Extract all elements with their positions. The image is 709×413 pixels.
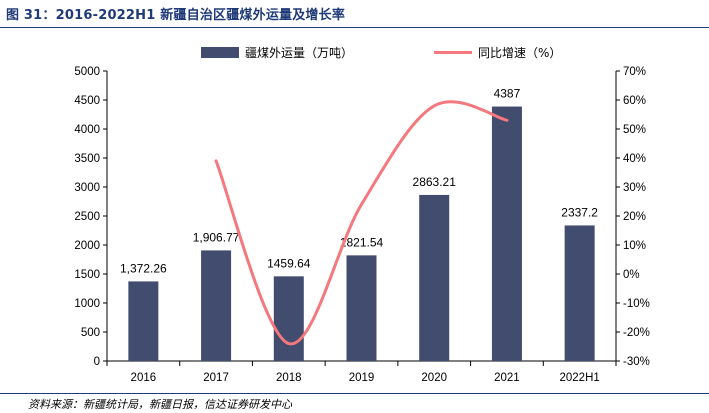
y-tick-label-right: 30% [623, 182, 646, 194]
bar-data-label: 1821.54 [340, 235, 384, 249]
y-tick-label-right: 60% [623, 95, 646, 107]
bar-data-label: 2337.2 [561, 205, 598, 219]
y-tick-label-right: 10% [623, 240, 646, 252]
y-tick-label-right: 20% [623, 211, 646, 223]
y-tick-label-right: -30% [623, 356, 650, 368]
x-tick-label: 2019 [349, 372, 375, 384]
x-tick-label: 2017 [203, 372, 229, 384]
bar-data-label: 1,906.77 [193, 230, 240, 244]
y-tick-label-left: 1500 [74, 269, 100, 281]
y-tick-label-right: 0% [623, 269, 640, 281]
title-rule [0, 27, 709, 28]
y-tick-label-left: 3500 [74, 153, 100, 165]
legend-label-bar: 疆煤外运量（万吨） [245, 46, 353, 60]
bar [273, 276, 304, 361]
growth-line [214, 100, 509, 346]
y-tick-label-left: 1000 [74, 298, 100, 310]
bar-data-label: 2863.21 [413, 175, 457, 189]
bar [419, 194, 450, 361]
y-tick-label-right: -10% [623, 298, 650, 310]
legend-label-line: 同比增速（%） [478, 46, 561, 60]
bar [128, 281, 159, 361]
y-tick-label-left: 2000 [74, 240, 100, 252]
y-tick-label-left: 5000 [74, 66, 100, 78]
bar-data-label: 4387 [494, 87, 521, 101]
y-tick-label-left: 3000 [74, 182, 100, 194]
x-tick-label: 2020 [421, 372, 447, 384]
x-tick-label: 2016 [131, 372, 157, 384]
bar [201, 250, 232, 361]
y-tick-label-left: 4000 [74, 124, 100, 136]
bar [491, 106, 522, 361]
x-tick-label: 2022H1 [559, 372, 599, 384]
source-note: 资料来源：新疆统计局，新疆日报，信达证券研发中心 [28, 398, 292, 411]
y-tick-label-left: 2500 [74, 211, 100, 223]
y-tick-label-right: 40% [623, 153, 646, 165]
bar-data-label: 1,372.26 [120, 261, 167, 275]
bar [346, 255, 377, 361]
y-tick-label-left: 4500 [74, 95, 100, 107]
bar-data-label: 1459.64 [267, 256, 311, 270]
y-tick-label-left: 0 [94, 356, 100, 368]
x-tick-label: 2018 [276, 372, 302, 384]
bar [564, 225, 595, 361]
legend-swatch-bar [201, 47, 239, 58]
x-tick-label: 2021 [494, 372, 520, 384]
source-rule [0, 393, 709, 394]
y-tick-label-right: 50% [623, 124, 646, 136]
figure-title: 图 31：2016-2022H1 新疆自治区疆煤外运量及增长率 [6, 8, 346, 23]
y-tick-label-right: -20% [623, 327, 650, 339]
y-tick-label-left: 500 [81, 327, 100, 339]
y-tick-label-right: 70% [623, 66, 646, 78]
